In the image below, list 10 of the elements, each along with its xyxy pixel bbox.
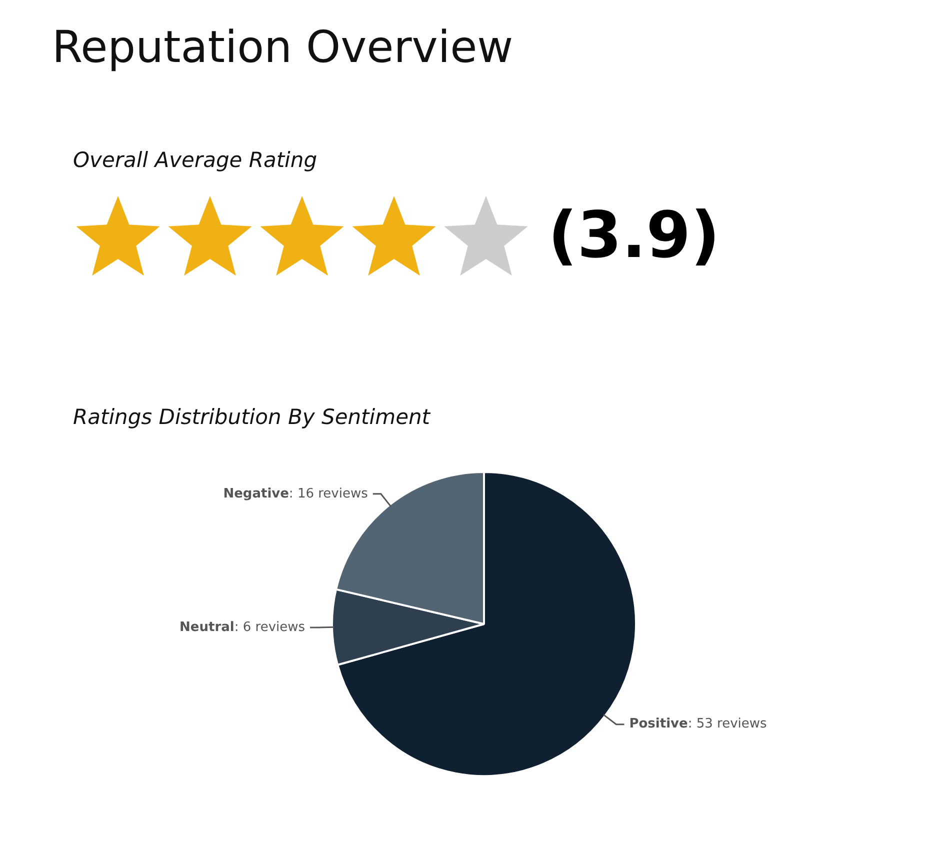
slice-label: Negative bbox=[223, 486, 290, 502]
data-label: : 16 reviews bbox=[288, 486, 368, 502]
data-label: : 6 reviews bbox=[234, 620, 306, 635]
text: (3.9) bbox=[548, 198, 720, 275]
chart-title: Ratings Distribution By Sentiment bbox=[73, 405, 430, 429]
text: Reputation Overview bbox=[52, 22, 514, 73]
data-label: : 53 reviews bbox=[688, 716, 768, 732]
slice-label: Neutral bbox=[180, 620, 234, 635]
slice-label: Positive bbox=[629, 716, 688, 732]
text: Overall Average Rating bbox=[73, 148, 318, 172]
